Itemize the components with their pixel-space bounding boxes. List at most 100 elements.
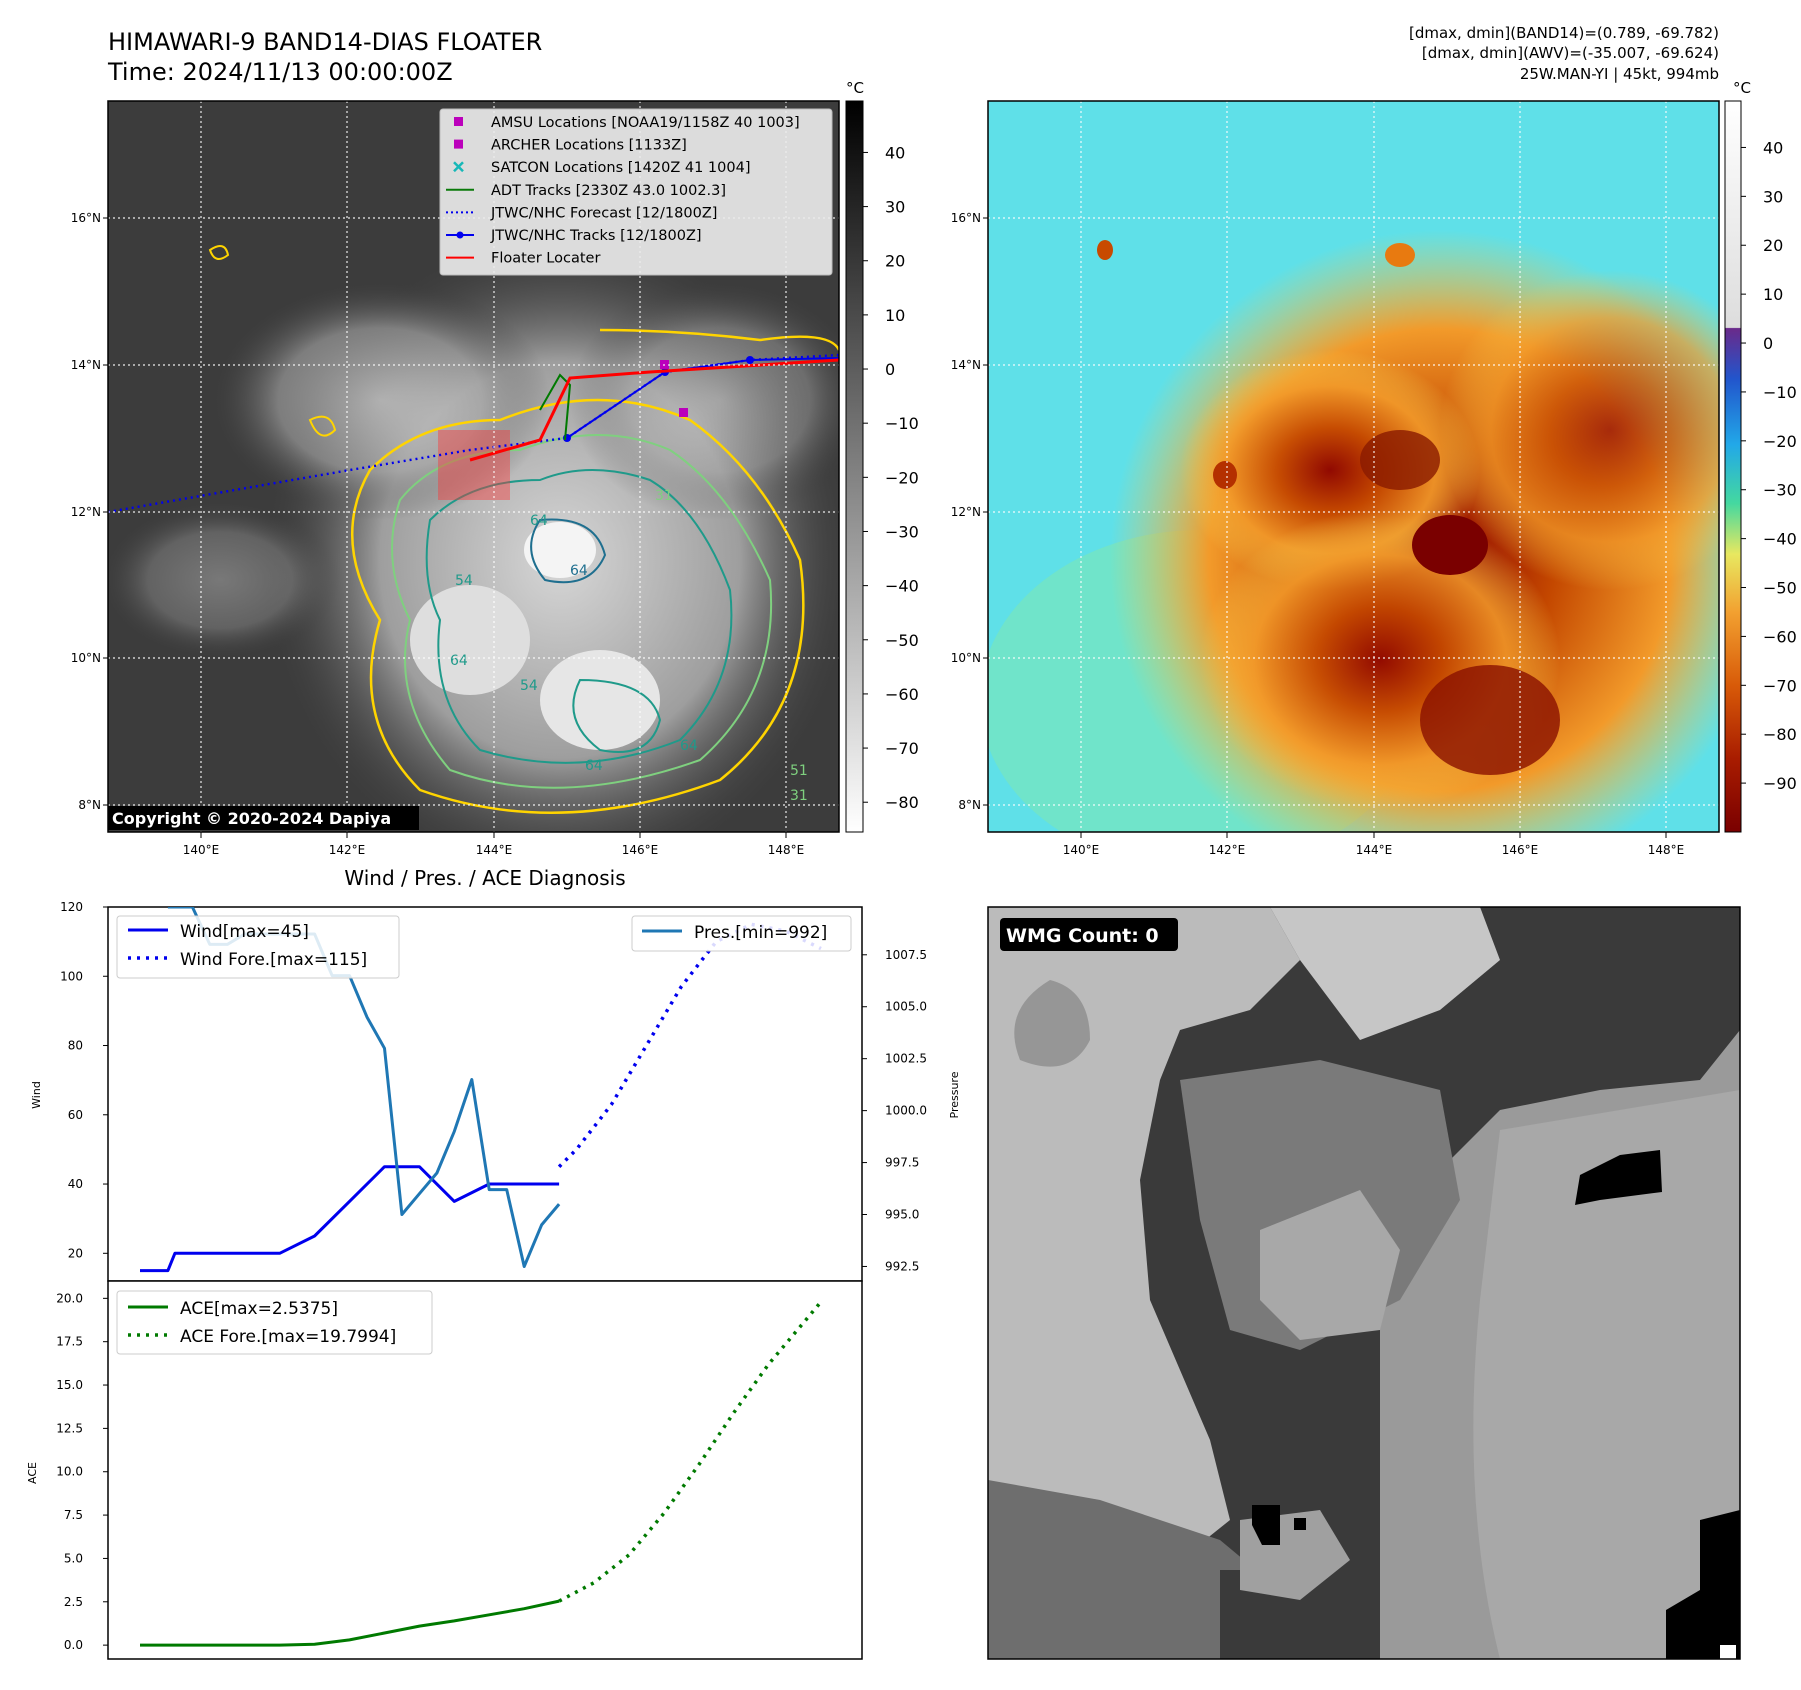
lat-label: 10°N xyxy=(71,651,101,665)
legend-item: JTWC/NHC Forecast [12/1800Z] xyxy=(446,205,717,221)
legend-label: JTWC/NHC Forecast [12/1800Z] xyxy=(490,205,717,221)
legend-marker xyxy=(456,231,464,239)
contour-label: 64 xyxy=(585,758,603,774)
colorbar-tick-label: −60 xyxy=(885,685,919,704)
storm-info: 25W.MAN-YI | 45kt, 994mb xyxy=(1520,65,1719,83)
colorbar-tick-label: −20 xyxy=(885,468,919,487)
colorbar-tick-label: −60 xyxy=(1763,627,1797,646)
y-tick-label: 15.0 xyxy=(56,1378,83,1392)
lon-label: 146°E xyxy=(1502,843,1539,857)
y-tick-label: 1005.0 xyxy=(885,1000,927,1014)
contour-label: 54 xyxy=(455,573,473,589)
lon-label: 144°E xyxy=(476,843,513,857)
contour-label: 31 xyxy=(790,788,808,804)
colorbar-tick-label: −80 xyxy=(1763,725,1797,744)
legend-item: SATCON Locations [1420Z 41 1004] xyxy=(453,160,750,176)
legend-item: JTWC/NHC Tracks [12/1800Z] xyxy=(446,228,702,244)
dmax-awv: [dmax, dmin](AWV)=(-35.007, -69.624) xyxy=(1422,44,1719,62)
y-tick-label: 20.0 xyxy=(56,1291,83,1305)
colorbar-tick-label: −40 xyxy=(1763,530,1797,549)
y-tick-label: 1000.0 xyxy=(885,1104,927,1118)
series-line-wind-fore-max- xyxy=(557,922,822,1168)
colorbar-tick-label: 30 xyxy=(1763,187,1783,206)
lon-label: 144°E xyxy=(1356,843,1393,857)
y-tick-label: 12.5 xyxy=(56,1421,83,1435)
right-lat-labels: 16°N 14°N 12°N 10°N 8°N xyxy=(951,211,988,812)
y-tick-label: 1002.5 xyxy=(885,1052,927,1066)
lat-label: 12°N xyxy=(951,505,981,519)
colorbar-tick-label: 10 xyxy=(1763,285,1783,304)
adt-track xyxy=(539,373,572,441)
wmg-panel: WMG Count: 0 xyxy=(987,906,1741,1660)
colorbar-tick-label: −50 xyxy=(1763,579,1797,598)
legend-item: ARCHER Locations [1133Z] xyxy=(454,138,687,154)
lon-label: 148°E xyxy=(1648,843,1685,857)
contour-label: 64 xyxy=(680,738,698,754)
legend-marker xyxy=(454,139,463,149)
figure-title: HIMAWARI-9 BAND14-DIAS FLOATER xyxy=(108,28,542,56)
pres-legend: Pres.[min=992] xyxy=(694,923,827,943)
map-legend: AMSU Locations [NOAA19/1158Z 40 1003] ARC… xyxy=(439,108,833,276)
legend-label: ADT Tracks [2330Z 43.0 1002.3] xyxy=(491,183,726,199)
y-tick-label: 10.0 xyxy=(56,1465,83,1479)
figure-time: Time: 2024/11/13 00:00:00Z xyxy=(107,58,453,86)
colorbar-tick-label: 0 xyxy=(885,360,895,379)
ace-fore-legend: ACE Fore.[max=19.7994] xyxy=(180,1327,396,1347)
colorbar-tick-label: −20 xyxy=(1763,432,1797,451)
contour-label: 54 xyxy=(520,678,538,694)
lat-label: 8°N xyxy=(78,798,101,812)
legend-marker xyxy=(454,117,463,126)
colorbar-tick-label: −30 xyxy=(885,522,919,541)
legend-label: JTWC/NHC Tracks [12/1800Z] xyxy=(490,228,702,244)
legend-item: Floater Locater xyxy=(446,251,600,267)
lon-label: 148°E xyxy=(768,843,805,857)
legend-marker xyxy=(453,161,464,173)
legend-label: ARCHER Locations [1133Z] xyxy=(491,138,687,154)
colorbar-tick-label: −70 xyxy=(885,739,919,758)
colorbar-tick-label: −10 xyxy=(1763,383,1797,402)
legend-item: ADT Tracks [2330Z 43.0 1002.3] xyxy=(446,183,726,199)
colorbar-tick-label: 40 xyxy=(885,143,905,162)
colorbar-gray: °C 40 30 20 10 0 −10 −20 −30 −40 −50 −60 −70 −80 xyxy=(845,79,919,833)
copyright: Copyright © 2020-2024 Dapiya xyxy=(112,809,391,828)
colorbar-tick-label: −80 xyxy=(885,793,919,812)
colorbar-tick-label: 20 xyxy=(885,252,905,271)
y-tick-label: 1007.5 xyxy=(885,948,927,962)
y-tick-label: 0.0 xyxy=(64,1638,83,1652)
colorbar-tick-label: 40 xyxy=(1763,138,1783,157)
lat-label: 16°N xyxy=(951,211,981,225)
y-tick-label: 995.0 xyxy=(885,1208,919,1222)
wind-fore-legend: Wind Fore.[max=115] xyxy=(180,950,367,970)
contour-label: 64 xyxy=(530,513,548,529)
colorbar-tick-label: 0 xyxy=(1763,334,1773,353)
y-tick-label: 17.5 xyxy=(56,1335,83,1349)
colorbar-tick-label: 30 xyxy=(885,198,905,217)
floater-box xyxy=(438,430,510,500)
series-line-ace-max- xyxy=(140,1599,560,1647)
lat-label: 14°N xyxy=(71,358,101,372)
y-tick-label: 5.0 xyxy=(64,1551,83,1565)
y-tick-label: 997.5 xyxy=(885,1156,919,1170)
legend-label: AMSU Locations [NOAA19/1158Z 40 1003] xyxy=(491,115,800,131)
y-tick-label: 80 xyxy=(68,1039,83,1053)
colorbar-tick-label: 10 xyxy=(885,306,905,325)
right-lon-labels: 140°E 142°E 144°E 146°E 148°E xyxy=(1063,832,1685,857)
lon-label: 142°E xyxy=(1209,843,1246,857)
colorbar-tick-label: −90 xyxy=(1763,774,1797,793)
wind-legend: Wind[max=45] xyxy=(180,922,309,942)
y-tick-label: 100 xyxy=(60,969,83,983)
colorbar-color: °C 40 30 20 10 0 −10 −20 −30 −40 −50 −60 −70 −80 −90 xyxy=(1724,79,1797,833)
diag-title: Wind / Pres. / ACE Diagnosis xyxy=(344,866,625,890)
lat-label: 10°N xyxy=(951,651,981,665)
colorbar-tick-label: −30 xyxy=(1763,481,1797,500)
colorbar-unit: °C xyxy=(1733,79,1751,97)
jtwc-track xyxy=(566,357,839,439)
legend-label: SATCON Locations [1420Z 41 1004] xyxy=(491,160,750,176)
colorbar-tick-label: −50 xyxy=(885,631,919,650)
contour-label: 64 xyxy=(450,653,468,669)
wmg-count: WMG Count: 0 xyxy=(1006,925,1159,947)
legend-label: Floater Locater xyxy=(491,251,600,267)
ace-ylabel: ACE xyxy=(26,1462,39,1484)
floater-track xyxy=(469,358,839,462)
